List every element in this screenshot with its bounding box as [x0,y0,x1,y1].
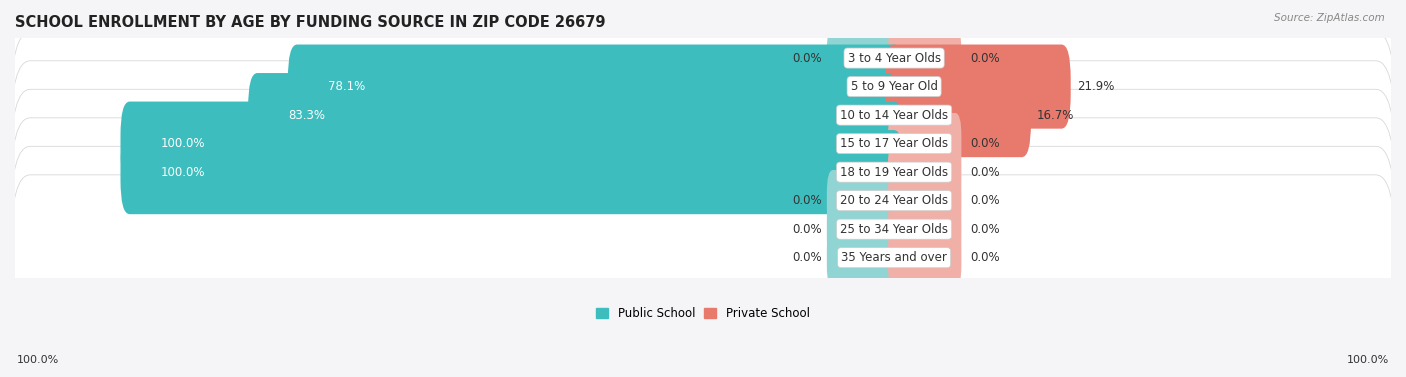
FancyBboxPatch shape [889,199,962,260]
FancyBboxPatch shape [889,170,962,231]
FancyBboxPatch shape [889,141,962,203]
FancyBboxPatch shape [11,0,1395,141]
FancyBboxPatch shape [247,73,903,157]
FancyBboxPatch shape [11,146,1395,312]
FancyBboxPatch shape [889,227,962,288]
Text: 0.0%: 0.0% [970,52,1000,64]
Text: 10 to 14 Year Olds: 10 to 14 Year Olds [839,109,948,122]
FancyBboxPatch shape [11,4,1395,169]
FancyBboxPatch shape [121,130,903,214]
Text: SCHOOL ENROLLMENT BY AGE BY FUNDING SOURCE IN ZIP CODE 26679: SCHOOL ENROLLMENT BY AGE BY FUNDING SOUR… [15,15,606,30]
Text: 16.7%: 16.7% [1038,109,1074,122]
Text: 5 to 9 Year Old: 5 to 9 Year Old [851,80,938,93]
Text: 0.0%: 0.0% [792,251,821,264]
Text: 0.0%: 0.0% [792,194,821,207]
FancyBboxPatch shape [11,118,1395,284]
Text: 25 to 34 Year Olds: 25 to 34 Year Olds [841,223,948,236]
FancyBboxPatch shape [884,44,1071,129]
Legend: Public School, Private School: Public School, Private School [592,302,814,325]
Text: 20 to 24 Year Olds: 20 to 24 Year Olds [839,194,948,207]
Text: 0.0%: 0.0% [970,251,1000,264]
Text: 0.0%: 0.0% [970,137,1000,150]
Text: Source: ZipAtlas.com: Source: ZipAtlas.com [1274,13,1385,23]
FancyBboxPatch shape [11,61,1395,227]
Text: 3 to 4 Year Olds: 3 to 4 Year Olds [848,52,941,64]
FancyBboxPatch shape [827,227,900,288]
Text: 83.3%: 83.3% [288,109,325,122]
FancyBboxPatch shape [11,32,1395,198]
Text: 15 to 17 Year Olds: 15 to 17 Year Olds [839,137,948,150]
Text: 18 to 19 Year Olds: 18 to 19 Year Olds [839,166,948,179]
FancyBboxPatch shape [889,113,962,174]
FancyBboxPatch shape [121,101,903,186]
FancyBboxPatch shape [884,73,1031,157]
FancyBboxPatch shape [288,44,903,129]
Text: 0.0%: 0.0% [792,52,821,64]
FancyBboxPatch shape [11,89,1395,255]
FancyBboxPatch shape [827,170,900,231]
Text: 100.0%: 100.0% [17,355,59,365]
Text: 100.0%: 100.0% [160,137,205,150]
Text: 0.0%: 0.0% [970,166,1000,179]
Text: 0.0%: 0.0% [970,223,1000,236]
FancyBboxPatch shape [827,199,900,260]
FancyBboxPatch shape [889,28,962,89]
Text: 35 Years and over: 35 Years and over [841,251,948,264]
Text: 0.0%: 0.0% [792,223,821,236]
Text: 0.0%: 0.0% [970,194,1000,207]
FancyBboxPatch shape [11,175,1395,340]
FancyBboxPatch shape [827,28,900,89]
Text: 78.1%: 78.1% [328,80,366,93]
Text: 21.9%: 21.9% [1077,80,1114,93]
Text: 100.0%: 100.0% [1347,355,1389,365]
Text: 100.0%: 100.0% [160,166,205,179]
